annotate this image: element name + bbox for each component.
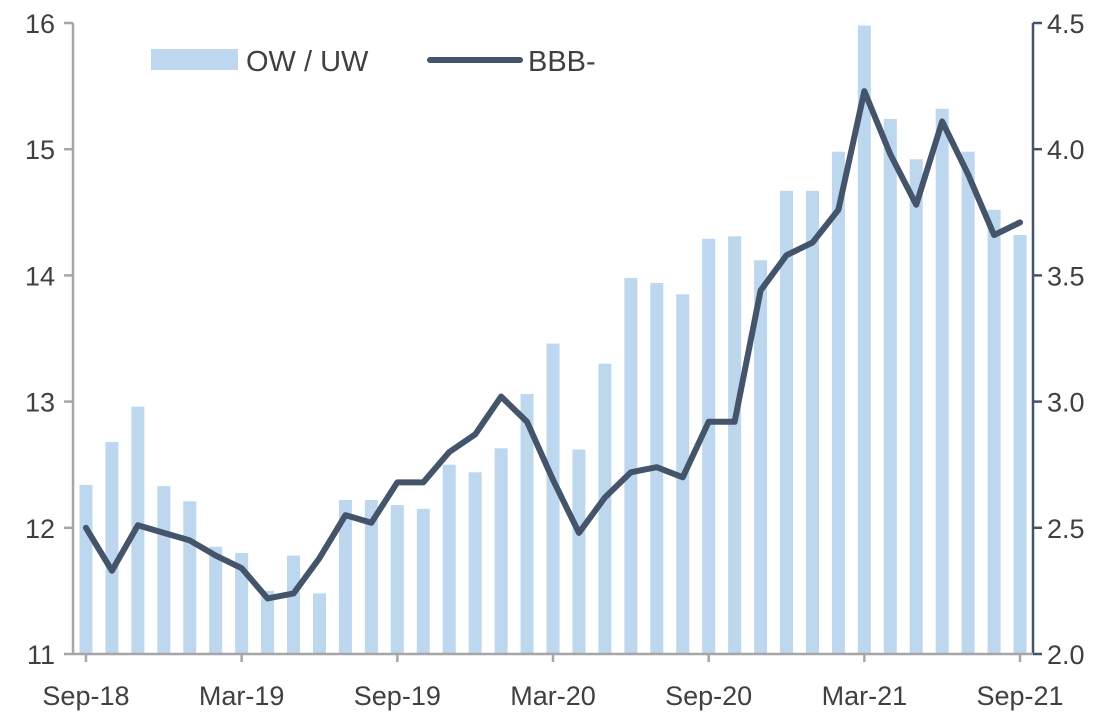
bar-feb-19 — [209, 546, 223, 654]
left-tick-label: 16 — [25, 9, 55, 39]
bar-sep-21 — [1013, 235, 1027, 654]
x-tick-label: Mar-20 — [510, 681, 596, 711]
left-tick-label: 12 — [25, 514, 55, 544]
x-tick-label: Sep-20 — [665, 681, 752, 711]
bar-jan-21 — [805, 190, 819, 654]
x-tick-label: Sep-19 — [354, 681, 441, 711]
bar-jun-20 — [624, 277, 638, 654]
bar-jul-21 — [961, 151, 975, 654]
bar-sep-20 — [702, 238, 716, 655]
legend-label-ow-uw: OW / UW — [246, 46, 369, 78]
left-tick-label: 15 — [25, 135, 55, 165]
right-tick-label: 3.0 — [1047, 388, 1085, 418]
bar-feb-21 — [831, 151, 845, 654]
bar-feb-20 — [520, 394, 534, 654]
bar-nov-19 — [442, 464, 456, 654]
bar-aug-19 — [364, 500, 378, 654]
right-tick-label: 3.5 — [1047, 261, 1085, 291]
legend-swatch-ow-uw — [151, 49, 238, 70]
legend: OW / UW BBB- — [151, 46, 596, 78]
x-tick-label: Mar-19 — [199, 681, 285, 711]
left-tick-label: 13 — [25, 388, 55, 418]
bar-oct-19 — [416, 508, 430, 654]
bar-apr-20 — [572, 449, 586, 654]
bar-jan-20 — [494, 448, 508, 654]
left-tick-label: 14 — [25, 261, 55, 291]
x-tick-label: Mar-21 — [822, 681, 908, 711]
bar-dec-18 — [157, 486, 171, 654]
right-tick-label: 4.0 — [1047, 135, 1085, 165]
bar-apr-21 — [883, 118, 897, 654]
line-layer — [82, 88, 1024, 602]
bar-jan-19 — [183, 501, 197, 654]
bar-apr-19 — [261, 590, 275, 654]
x-tick-label: Sep-21 — [976, 681, 1063, 711]
right-tick-label: 2.5 — [1047, 514, 1085, 544]
bar-jun-21 — [935, 108, 949, 654]
bar-mar-20 — [546, 343, 560, 654]
bar-jun-19 — [312, 593, 326, 654]
bar-may-20 — [598, 363, 612, 654]
bar-oct-20 — [728, 236, 742, 654]
bar-oct-18 — [105, 441, 119, 654]
bar-aug-21 — [987, 209, 1001, 654]
legend-label-bbb-minus: BBB- — [528, 46, 596, 78]
axes-layer: 11 12 13 14 15 16 2.0 2.5 3.0 3.5 4.0 4.5 Sep-18 Mar-… — [25, 9, 1085, 711]
right-tick-label: 2.0 — [1047, 640, 1085, 670]
bars-layer — [79, 25, 1027, 655]
right-tick-label: 4.5 — [1047, 9, 1085, 39]
bar-mar-21 — [857, 25, 871, 654]
bar-jul-19 — [338, 500, 352, 654]
x-tick-label: Sep-18 — [42, 681, 129, 711]
bar-nov-20 — [754, 260, 768, 654]
bar-sep-18 — [79, 484, 93, 654]
bar-may-21 — [909, 159, 923, 655]
bar-may-19 — [287, 555, 301, 654]
bar-dec-20 — [780, 190, 794, 654]
bar-sep-19 — [390, 505, 404, 654]
left-tick-label: 11 — [27, 640, 55, 670]
bar-mar-19 — [235, 553, 249, 654]
bar-dec-19 — [468, 472, 482, 654]
